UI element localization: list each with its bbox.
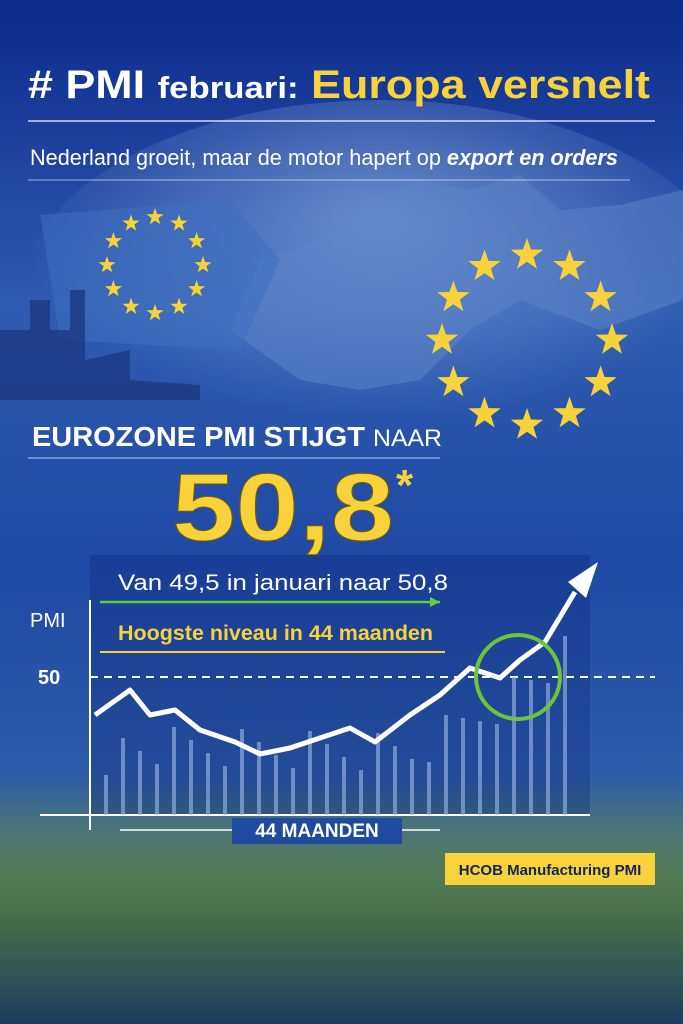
highlight: Hoogste niveau in 44 maanden [118,622,433,645]
star [146,208,164,225]
arrow-head [430,597,440,607]
decor-bar [444,715,448,815]
star [553,249,586,281]
decor-bar [376,733,380,815]
star [510,238,544,269]
decor-bar [240,729,244,815]
star [104,232,122,249]
europe-map [230,175,683,390]
title: # PMI februari: Europa versnelt [28,63,650,107]
star [468,396,501,428]
decor-bar [563,636,567,815]
decor-bar [121,738,125,815]
highlight-circle [474,633,562,721]
decor-bar [223,766,227,815]
trend-arrow [568,562,598,598]
subtitle-text: Nederland groeit, maar de motor hapert o… [30,145,441,170]
decor-bar [410,759,414,815]
star [437,365,470,397]
star [122,297,140,314]
decor-bar [529,680,533,815]
eu-stars [98,208,629,439]
decor-bar [172,727,176,815]
star [510,408,544,439]
source: HCOB Manufacturing PMI [459,862,642,879]
star [188,280,206,297]
star [194,256,212,273]
headline-text: EUROZONE PMI STIJGT [32,421,365,452]
star [468,249,501,281]
title-highlight: Europa versnelt [311,63,650,107]
decor-bar [427,762,431,815]
trend-line [93,590,578,757]
decor-bar [291,768,295,815]
decor-bar [359,770,363,815]
star [425,323,459,354]
headline: EUROZONE PMI STIJGT NAAR [32,421,442,452]
x-axis-label: 44 MAANDEN [255,821,379,842]
big-value: 50,8 [172,454,394,561]
title-middle: februari: [158,70,299,105]
factory [0,290,200,400]
title-prefix: # PMI [28,63,145,107]
decor-bars [104,636,567,815]
flag [40,200,280,350]
subtitle: Nederland groeit, maar de motor hapert o… [30,145,618,170]
star [188,232,206,249]
from-to: Van 49,5 in januari naar 50,8 [118,570,448,595]
decor-bar [478,721,482,815]
x-label-bg [232,818,402,844]
star [104,280,122,297]
decor-bar [155,764,159,815]
decor-bar [461,718,465,815]
y-axis-label: PMI [30,610,66,632]
decor-bar [206,753,210,815]
star [98,256,116,273]
y-tick-label: 50 [38,667,60,689]
star [584,365,617,397]
decor-bar [189,740,193,815]
decor-bar [546,683,550,815]
decor-bar [393,746,397,815]
footnote-mark: * [396,461,414,510]
star [170,297,188,314]
decor-bar [495,724,499,815]
decor-bar [512,677,516,815]
decor-bar [104,775,108,815]
headline-suffix: NAAR [373,425,442,452]
decor-bar [342,757,346,815]
subtitle-emphasis: export en orders [447,145,618,170]
source-badge [445,853,655,885]
star [553,396,586,428]
star [170,214,188,231]
star [584,280,617,312]
star [146,304,164,321]
decor-bar [138,751,142,815]
star [122,214,140,231]
decor-bar [325,744,329,815]
star [437,280,470,312]
decor-bar [274,755,278,815]
decor-bar [257,742,261,815]
decor-bar [308,731,312,815]
field [0,780,683,1024]
star [595,323,629,354]
